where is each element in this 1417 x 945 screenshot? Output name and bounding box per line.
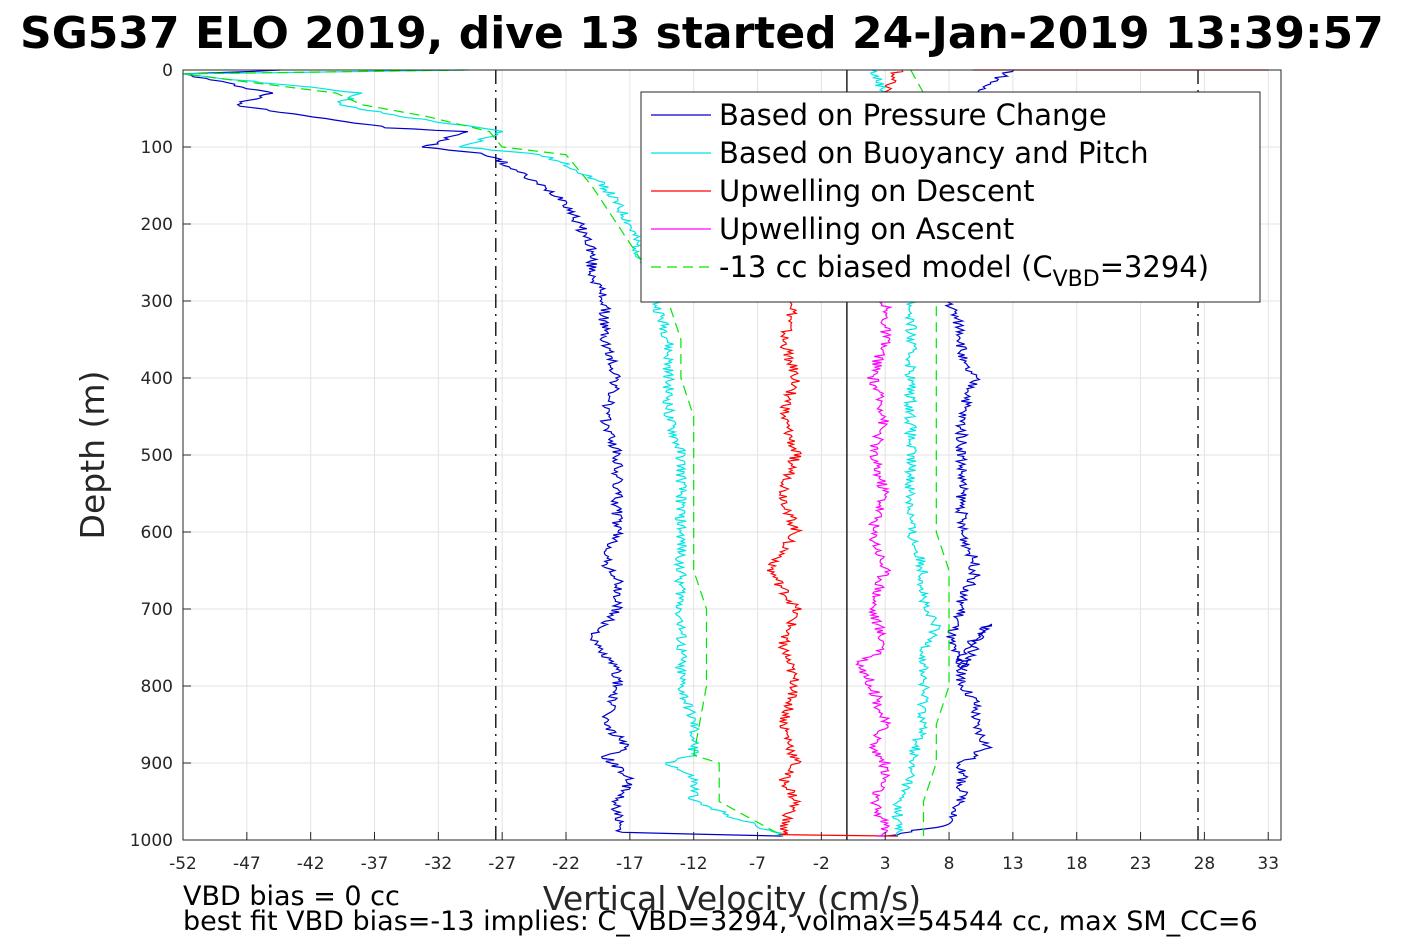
y-tick-label: 100 bbox=[141, 138, 173, 158]
x-tick-label: -47 bbox=[233, 854, 261, 874]
y-tick-label: 1000 bbox=[130, 831, 173, 851]
series-line-1 bbox=[183, 69, 784, 837]
y-axis-label: Depth (m) bbox=[73, 371, 112, 540]
x-tick-label: 13 bbox=[1002, 854, 1024, 874]
legend-entry: -13 cc biased model (CVBD=3294) bbox=[719, 250, 1209, 292]
x-tick-label: 28 bbox=[1194, 854, 1216, 874]
y-tick-label: 800 bbox=[141, 677, 173, 697]
series-line-5 bbox=[182, 69, 784, 837]
legend-entry: Upwelling on Descent bbox=[719, 174, 1035, 208]
x-tick-label: -42 bbox=[297, 854, 325, 874]
x-tick-label: -17 bbox=[616, 854, 644, 874]
x-tick-label: -7 bbox=[749, 854, 766, 874]
x-tick-label: -2 bbox=[813, 854, 830, 874]
x-tick-label: 3 bbox=[880, 854, 891, 874]
legend-entry: Based on Buoyancy and Pitch bbox=[719, 136, 1149, 170]
chart-title: SG537 ELO 2019, dive 13 started 24-Jan-2… bbox=[20, 8, 1384, 59]
y-tick-label: 300 bbox=[141, 292, 173, 312]
x-tick-label: 8 bbox=[944, 854, 955, 874]
y-tick-label: 400 bbox=[141, 369, 173, 389]
x-tick-label: -52 bbox=[169, 854, 197, 874]
x-tick-label: -12 bbox=[680, 854, 708, 874]
y-tick-label: 900 bbox=[141, 754, 173, 774]
legend-box bbox=[640, 91, 1261, 303]
y-tick-label: 700 bbox=[141, 600, 173, 620]
series-line-4 bbox=[855, 300, 893, 837]
y-ticks: 0 100 200 300 400 500 600 700 800 900 1000 bbox=[130, 61, 191, 851]
legend-entry: Upwelling on Ascent bbox=[719, 212, 1014, 246]
x-tick-label: 33 bbox=[1257, 854, 1279, 874]
series-line-2 bbox=[182, 69, 784, 837]
x-tick-label: 18 bbox=[1066, 854, 1088, 874]
x-tick-label: -22 bbox=[552, 854, 580, 874]
y-tick-label: 600 bbox=[141, 523, 173, 543]
footer-line-1: VBD bias = 0 cc bbox=[183, 881, 400, 912]
x-axis-label: Vertical Velocity (cm/s) bbox=[543, 879, 921, 918]
x-tick-label: 23 bbox=[1130, 854, 1152, 874]
x-tick-label: -27 bbox=[488, 854, 516, 874]
y-tick-label: 500 bbox=[141, 446, 173, 466]
y-tick-label: 0 bbox=[162, 61, 173, 81]
y-tick-label: 200 bbox=[141, 215, 173, 235]
x-tick-label: -32 bbox=[424, 854, 452, 874]
legend: Based on Pressure Change Based on Buoyanc… bbox=[640, 91, 1261, 303]
x-tick-label: -37 bbox=[361, 854, 389, 874]
footer-line-2: best fit VBD bias=-13 implies: C_VBD=329… bbox=[183, 906, 1258, 937]
legend-entry: Based on Pressure Change bbox=[719, 98, 1107, 132]
x-ticks: -52 -47 -42 -37 -32 -27 -22 -17 -12 -7 -2 3 8 13 18 23 2… bbox=[169, 832, 1279, 874]
